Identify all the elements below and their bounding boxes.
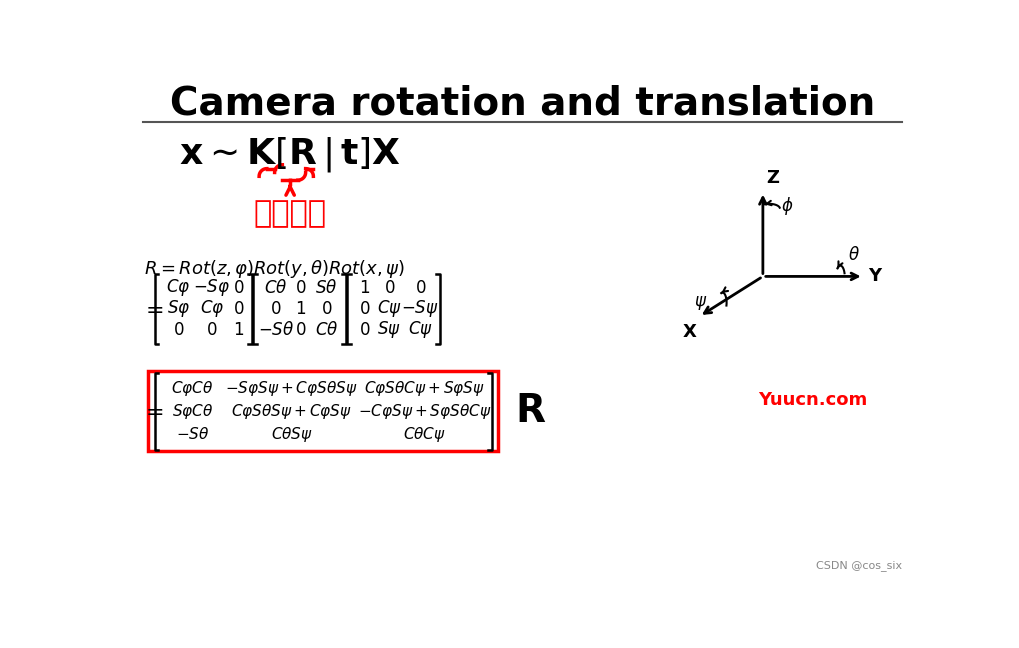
Text: $0$: $0$: [321, 300, 332, 318]
Text: 外参矩阵: 外参矩阵: [254, 200, 327, 229]
Text: $1$: $1$: [296, 300, 307, 318]
Text: $C\psi$: $C\psi$: [408, 319, 433, 340]
Text: $0$: $0$: [270, 300, 282, 318]
Text: $C\theta S\psi$: $C\theta S\psi$: [271, 425, 313, 444]
Text: $C\varphi$: $C\varphi$: [200, 298, 224, 319]
Text: $0$: $0$: [359, 300, 370, 318]
Text: Camera rotation and translation: Camera rotation and translation: [170, 84, 875, 122]
Text: $C\varphi S\theta S\psi+C\varphi S\psi$: $C\varphi S\theta S\psi+C\varphi S\psi$: [231, 402, 353, 421]
Text: $0$: $0$: [233, 279, 245, 297]
Text: $1$: $1$: [233, 321, 245, 338]
Text: $0$: $0$: [296, 279, 307, 297]
Text: $C\theta C\psi$: $C\theta C\psi$: [404, 425, 446, 444]
Text: $0$: $0$: [359, 321, 370, 338]
Text: $-S\theta$: $-S\theta$: [175, 426, 209, 443]
Text: $\psi$: $\psi$: [694, 294, 707, 312]
Text: $S\varphi$: $S\varphi$: [167, 298, 191, 319]
Text: $0$: $0$: [173, 321, 184, 338]
Text: $S\psi$: $S\psi$: [377, 319, 401, 340]
Text: $\mathbf{x} \sim \mathbf{K}\left[\mathbf{R}\,|\,\mathbf{t}\right]\mathbf{X}$: $\mathbf{x} \sim \mathbf{K}\left[\mathbf…: [179, 135, 401, 174]
Text: $S\varphi C\theta$: $S\varphi C\theta$: [172, 402, 213, 421]
Text: $R = Rot(z,\varphi)Rot(y,\theta)Rot(x,\psi)$: $R = Rot(z,\varphi)Rot(y,\theta)Rot(x,\p…: [145, 258, 406, 280]
Text: $0$: $0$: [383, 279, 395, 297]
Text: X: X: [683, 323, 697, 341]
Text: $C\varphi C\theta$: $C\varphi C\theta$: [171, 378, 214, 398]
Text: $-S\psi$: $-S\psi$: [401, 298, 439, 319]
Text: $C\varphi$: $C\varphi$: [166, 277, 191, 299]
Text: $\mathbf{R}$: $\mathbf{R}$: [515, 392, 546, 430]
Text: $-C\varphi S\psi+S\varphi S\theta C\psi$: $-C\varphi S\psi+S\varphi S\theta C\psi$: [358, 402, 491, 421]
Text: $1$: $1$: [359, 279, 370, 297]
Text: $C\varphi S\theta C\psi+S\varphi S\psi$: $C\varphi S\theta C\psi+S\varphi S\psi$: [364, 378, 485, 398]
Bar: [149, 371, 498, 451]
Text: $=$: $=$: [142, 401, 164, 421]
Text: $-S\varphi$: $-S\varphi$: [194, 277, 230, 299]
Text: $0$: $0$: [296, 321, 307, 338]
Text: Yuucn.com: Yuucn.com: [758, 391, 867, 409]
Text: $-S\theta$: $-S\theta$: [258, 321, 294, 338]
Text: $S\theta$: $S\theta$: [315, 279, 337, 297]
Text: $\theta$: $\theta$: [848, 246, 860, 264]
Text: $0$: $0$: [233, 300, 245, 318]
Text: $C\theta$: $C\theta$: [315, 321, 338, 338]
Text: $0$: $0$: [415, 279, 426, 297]
Text: Z: Z: [766, 169, 780, 187]
Text: Y: Y: [868, 268, 881, 285]
Text: $=$: $=$: [142, 299, 164, 319]
Text: CSDN @cos_six: CSDN @cos_six: [816, 561, 903, 572]
Text: $-S\varphi S\psi+C\varphi S\theta S\psi$: $-S\varphi S\psi+C\varphi S\theta S\psi$: [225, 378, 358, 398]
Text: $C\psi$: $C\psi$: [377, 298, 401, 319]
Text: $\phi$: $\phi$: [782, 194, 794, 216]
Text: $0$: $0$: [206, 321, 218, 338]
Text: $C\theta$: $C\theta$: [265, 279, 288, 297]
